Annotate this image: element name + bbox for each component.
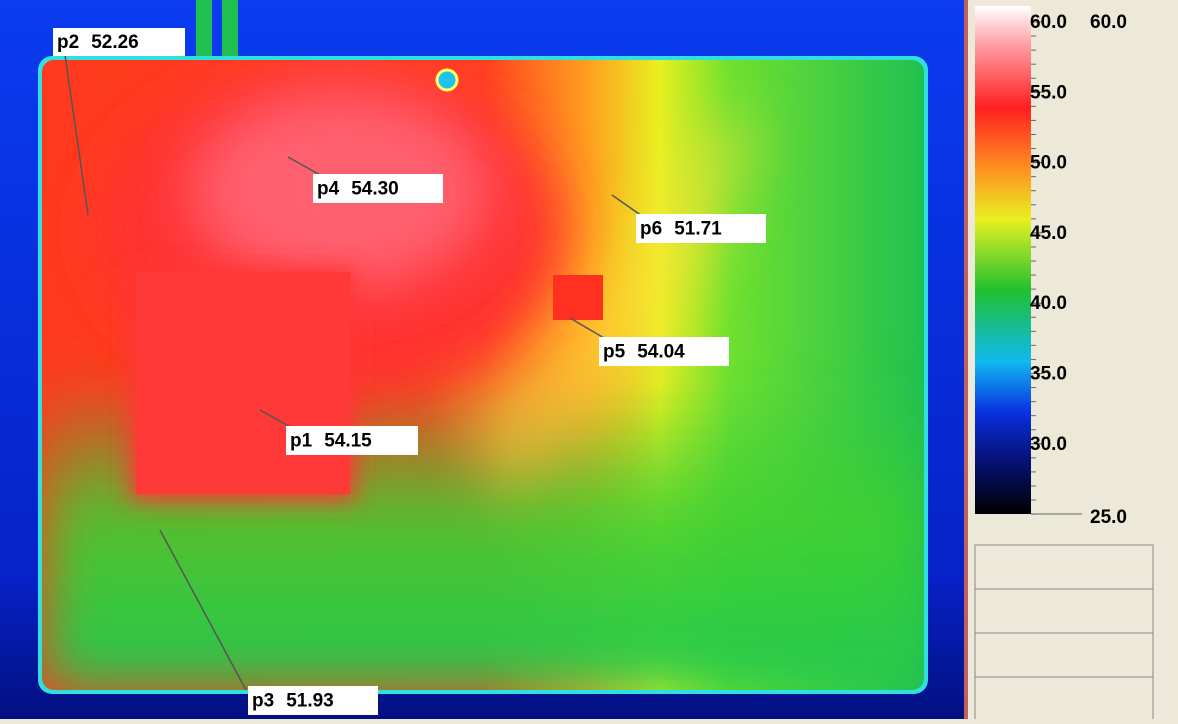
point-label: p2 52.26 <box>57 32 139 53</box>
thermal-viewer: p2 52.26 p4 54.30 p6 51.71 p5 54.04 p1 54.15 p3 51.… <box>0 0 1178 719</box>
divider <box>964 0 968 719</box>
point-value: 54.04 <box>637 342 685 363</box>
scale-min: 25.0 <box>1090 507 1127 528</box>
point-label: p4 54.30 <box>317 179 399 200</box>
point-value: 52.26 <box>91 32 139 53</box>
tick-label: 40.0 <box>1030 293 1067 314</box>
point-name: p6 <box>640 219 662 240</box>
thermal-image <box>0 0 964 719</box>
point-name: p5 <box>603 342 626 363</box>
point-value: 51.71 <box>674 219 722 240</box>
tick-label: 30.0 <box>1030 434 1067 455</box>
point-value: 51.93 <box>286 691 334 712</box>
point-name: p3 <box>252 691 274 712</box>
point-value: 54.30 <box>351 179 399 200</box>
point-label: p5 54.04 <box>603 342 685 363</box>
tick-label: 35.0 <box>1030 364 1067 385</box>
color-bar <box>975 6 1031 514</box>
point-label: p1 54.15 <box>290 431 372 452</box>
tick-label: 45.0 <box>1030 223 1067 244</box>
tick-label: 50.0 <box>1030 153 1067 174</box>
page: p2 52.26 p4 54.30 p6 51.71 p5 54.04 p1 54.15 p3 51.… <box>0 0 1178 719</box>
point-name: p2 <box>57 32 79 53</box>
point-name: p4 <box>317 179 340 200</box>
point-label: p6 51.71 <box>640 219 722 240</box>
point-label: p3 51.93 <box>252 691 334 712</box>
tick-label: 55.0 <box>1030 82 1067 103</box>
point-value: 54.15 <box>324 431 372 452</box>
tick-label: 60.0 <box>1030 12 1067 33</box>
point-name: p1 <box>290 431 313 452</box>
scale-max: 60.0 <box>1090 12 1127 33</box>
